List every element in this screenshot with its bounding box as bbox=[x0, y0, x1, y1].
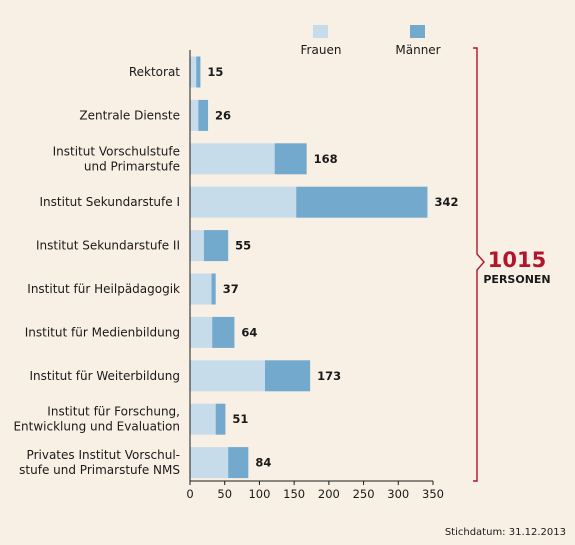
value-label: 26 bbox=[215, 108, 231, 122]
value-labels: 15 26 168 342 55 37 64 173 51 84 bbox=[207, 65, 458, 470]
category-label: Institut für Medienbildung bbox=[25, 325, 180, 339]
bar-frauen bbox=[190, 143, 275, 175]
category-label: Institut für Heilpädagogik bbox=[27, 282, 180, 296]
category-label: Institut für Forschung, bbox=[47, 405, 180, 419]
category-label: Zentrale Dienste bbox=[79, 108, 180, 122]
bar-maenner bbox=[274, 143, 307, 175]
total-brace bbox=[473, 47, 485, 482]
legend-label: Frauen bbox=[301, 43, 342, 57]
bar-maenner bbox=[211, 273, 216, 305]
total-unit-label: PERSONEN bbox=[483, 273, 550, 286]
value-label: 342 bbox=[434, 195, 458, 209]
category-label: Institut Sekundarstufe I bbox=[40, 195, 180, 209]
x-tick-label: 250 bbox=[353, 487, 375, 501]
category-label: Entwicklung und Evaluation bbox=[13, 420, 180, 434]
bar-frauen bbox=[190, 273, 212, 305]
bar-frauen bbox=[190, 230, 204, 262]
legend-swatch-frauen bbox=[313, 25, 328, 38]
x-tick-label: 150 bbox=[283, 487, 305, 501]
x-tick-label: 300 bbox=[387, 487, 409, 501]
x-tick-label: 50 bbox=[217, 487, 232, 501]
value-label: 51 bbox=[232, 412, 248, 426]
bar-maenner bbox=[196, 56, 201, 88]
category-label: Privates Institut Vorschul- bbox=[27, 448, 180, 462]
x-tick-label: 0 bbox=[186, 487, 193, 501]
value-label: 168 bbox=[314, 152, 338, 166]
bars-group bbox=[190, 56, 428, 479]
bar-maenner bbox=[212, 316, 235, 348]
value-label: 15 bbox=[207, 65, 223, 79]
bar-frauen bbox=[190, 99, 199, 131]
total-summary: 1015 PERSONEN bbox=[473, 47, 551, 482]
category-label: Institut Vorschulstufe bbox=[53, 144, 180, 158]
legend: Frauen Männer bbox=[301, 25, 441, 57]
value-label: 55 bbox=[235, 239, 251, 253]
x-tick-label: 200 bbox=[318, 487, 340, 501]
bar-maenner bbox=[228, 447, 249, 479]
category-label: stufe und Primarstufe NMS bbox=[19, 463, 180, 477]
total-count: 1015 bbox=[488, 248, 546, 272]
value-label: 37 bbox=[223, 282, 239, 296]
bar-frauen bbox=[190, 186, 297, 218]
bar-maenner bbox=[296, 186, 428, 218]
x-axis: 0 50 100 150 200 250 300 350 bbox=[186, 50, 444, 501]
value-label: 84 bbox=[255, 456, 271, 470]
bar-maenner bbox=[198, 99, 209, 131]
category-label: Institut Sekundarstufe II bbox=[36, 239, 180, 253]
category-label: Rektorat bbox=[129, 65, 180, 79]
value-label: 173 bbox=[317, 369, 341, 383]
legend-swatch-maenner bbox=[410, 25, 425, 38]
bar-frauen bbox=[190, 447, 229, 479]
bar-frauen bbox=[190, 403, 216, 435]
bar-frauen bbox=[190, 316, 213, 348]
bar-frauen bbox=[190, 56, 197, 88]
category-labels: Rektorat Zentrale Dienste Institut Vorschu… bbox=[13, 65, 180, 477]
category-label: und Primarstufe bbox=[84, 159, 180, 173]
reference-date: Stichdatum: 31.12.2013 bbox=[445, 527, 566, 538]
category-label: Institut für Weiterbildung bbox=[30, 369, 180, 383]
bar-frauen bbox=[190, 360, 265, 392]
x-tick-label: 350 bbox=[422, 487, 444, 501]
bar-maenner bbox=[215, 403, 226, 435]
legend-label: Männer bbox=[395, 43, 440, 57]
value-label: 64 bbox=[241, 325, 257, 339]
x-tick-label: 100 bbox=[248, 487, 270, 501]
bar-maenner bbox=[203, 230, 229, 262]
bar-maenner bbox=[264, 360, 311, 392]
